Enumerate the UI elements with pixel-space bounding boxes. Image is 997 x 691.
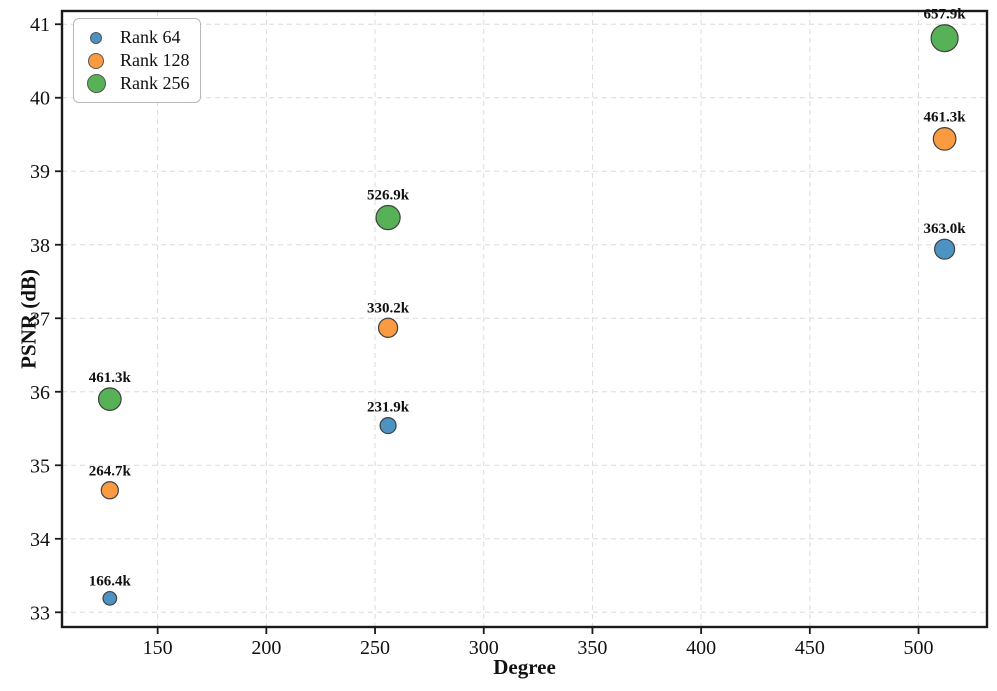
data-point bbox=[377, 317, 399, 338]
data-point bbox=[934, 238, 956, 260]
rank-128-marker-icon bbox=[88, 52, 104, 69]
legend-label: Rank 256 bbox=[120, 73, 190, 93]
y-tick-label: 34 bbox=[30, 529, 50, 551]
rank-64-marker-icon bbox=[90, 31, 102, 44]
y-tick-label: 37 bbox=[30, 308, 50, 330]
data-point bbox=[102, 590, 118, 606]
legend-item-rank-256: Rank 256 bbox=[84, 72, 190, 95]
legend-label: Rank 128 bbox=[120, 50, 190, 70]
data-point-label: 166.4k bbox=[89, 574, 132, 590]
data-point bbox=[375, 204, 401, 231]
data-point-label: 526.9k bbox=[367, 188, 410, 204]
x-axis-label: Degree bbox=[493, 655, 556, 679]
y-tick-label: 33 bbox=[30, 602, 50, 624]
x-tick-label: 250 bbox=[360, 637, 390, 659]
legend-swatch-slot bbox=[84, 52, 108, 69]
chart-legend: Rank 64 Rank 128 Rank 256 bbox=[73, 18, 201, 103]
x-tick-label: 500 bbox=[904, 637, 934, 659]
data-point-label: 461.3k bbox=[89, 370, 132, 386]
legend-item-rank-64: Rank 64 bbox=[84, 26, 190, 49]
data-point bbox=[379, 416, 397, 435]
y-tick-label: 41 bbox=[30, 14, 50, 36]
x-tick-label: 200 bbox=[251, 637, 281, 659]
y-axis-label: PSNR (dB) bbox=[16, 269, 41, 369]
y-tick-label: 39 bbox=[30, 161, 50, 183]
legend-swatch-slot bbox=[84, 74, 108, 93]
data-point-label: 461.3k bbox=[924, 110, 967, 126]
data-point-label: 231.9k bbox=[367, 400, 410, 416]
x-tick-label: 300 bbox=[469, 637, 499, 659]
data-point-label: 264.7k bbox=[89, 464, 132, 480]
data-point bbox=[97, 387, 122, 411]
y-tick-label: 38 bbox=[30, 235, 50, 257]
x-tick-label: 150 bbox=[143, 637, 173, 659]
y-tick-label: 36 bbox=[30, 382, 50, 404]
y-tick-label: 35 bbox=[30, 455, 50, 477]
rank-256-marker-icon bbox=[86, 74, 106, 93]
data-point-label: 657.9k bbox=[924, 7, 967, 23]
axes-frame bbox=[60, 9, 989, 629]
data-point-label: 363.0k bbox=[924, 221, 967, 237]
legend-item-rank-128: Rank 128 bbox=[84, 49, 190, 72]
x-tick-label: 350 bbox=[577, 637, 607, 659]
y-tick-label: 40 bbox=[30, 88, 50, 110]
data-point bbox=[100, 481, 119, 500]
data-point bbox=[932, 127, 957, 151]
legend-swatch-slot bbox=[84, 31, 108, 44]
legend-label: Rank 64 bbox=[120, 27, 181, 47]
x-tick-label: 400 bbox=[686, 637, 716, 659]
data-point bbox=[930, 24, 959, 53]
x-tick-label: 450 bbox=[795, 637, 825, 659]
data-point-label: 330.2k bbox=[367, 300, 410, 316]
